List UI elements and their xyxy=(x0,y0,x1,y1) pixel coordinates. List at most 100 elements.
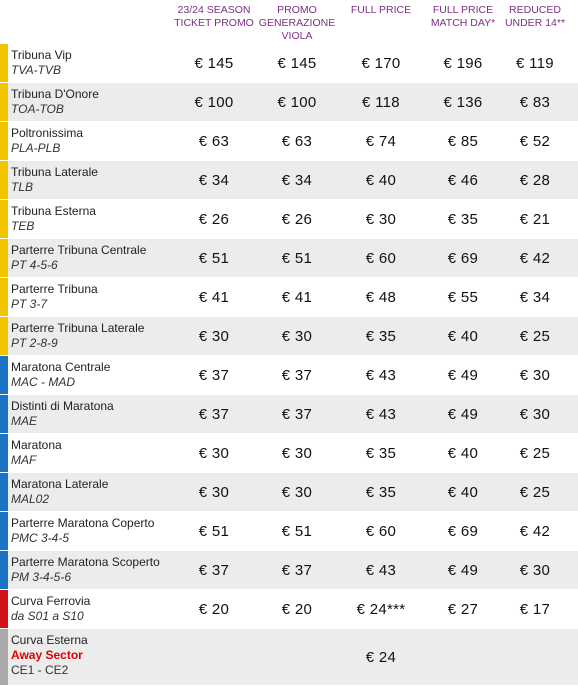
price-cell: € 21 xyxy=(519,210,551,228)
sector-code: TVA-TVB xyxy=(11,63,62,77)
sector-color-bar xyxy=(0,629,8,685)
table-row: Parterre Maratona Scoperto PM 3-4-5-6 € 37… xyxy=(0,551,578,590)
table-row: Maratona Centrale MAC - MAD € 37 € 37 € 43 € … xyxy=(0,356,578,395)
sector-code: MAL02 xyxy=(11,492,50,506)
price-cell: € 42 xyxy=(519,249,551,267)
price-cell: € 35 xyxy=(447,210,479,228)
price-cell: € 51 xyxy=(281,249,313,267)
price-cell: € 42 xyxy=(519,522,551,540)
price-cell: € 30 xyxy=(365,210,397,228)
sector-color-bar xyxy=(0,278,8,316)
price-cell: € 28 xyxy=(519,171,551,189)
sector-color-bar xyxy=(0,200,8,238)
sector-code: MAF xyxy=(11,453,37,467)
column-header: 23/24 SEASON TICKET PROMO xyxy=(169,4,259,30)
table-row: Distinti di Maratona MAE € 37 € 37 € 43 € 49 €… xyxy=(0,395,578,434)
price-cell: € 118 xyxy=(362,93,400,111)
sector-code: da S01 a S10 xyxy=(11,609,84,623)
price-table: Tribuna Vip TVA-TVB € 145 € 145 € 170 € 196 € … xyxy=(0,44,578,686)
price-cell: € 30 xyxy=(281,327,313,345)
price-cell: € 69 xyxy=(447,522,479,540)
sector-label: Curva Esterna Away Sector CE1 - CE2 xyxy=(11,633,88,678)
column-header: PROMO GENERAZIONE VIOLA xyxy=(255,4,339,43)
column-header-line: 23/24 SEASON xyxy=(177,4,251,16)
sector-label: Tribuna D'Onore TOA-TOB xyxy=(11,87,99,117)
price-cell: € 170 xyxy=(361,54,401,72)
price-cell: € 46 xyxy=(447,171,479,189)
sector-label: Poltronissima PLA-PLB xyxy=(11,126,83,156)
table-row: Parterre Tribuna Laterale PT 2-8-9 € 30 € 3… xyxy=(0,317,578,356)
table-row: Curva Ferrovia da S01 a S10 € 20 € 20 € 24**… xyxy=(0,590,578,629)
sector-color-bar xyxy=(0,590,8,628)
price-cell: € 145 xyxy=(194,54,234,72)
table-row: Parterre Tribuna PT 3-7 € 41 € 41 € 48 € 55 € … xyxy=(0,278,578,317)
sector-label: Curva Ferrovia da S01 a S10 xyxy=(11,594,90,624)
price-cell: € 83 xyxy=(519,93,551,111)
sector-label: Parterre Tribuna Laterale PT 2-8-9 xyxy=(11,321,144,351)
price-cell: € 60 xyxy=(365,522,397,540)
sector-name: Maratona Laterale xyxy=(11,477,109,491)
price-cell: € 35 xyxy=(365,444,397,462)
price-cell: € 17 xyxy=(519,600,551,618)
price-cell: € 30 xyxy=(198,327,230,345)
price-cell: € 25 xyxy=(519,483,551,501)
column-header-line: FULL PRICE xyxy=(432,4,494,16)
price-cell: € 37 xyxy=(281,561,313,579)
column-header-line: REDUCED xyxy=(509,4,561,16)
sector-color-bar xyxy=(0,83,8,121)
price-cell xyxy=(422,629,504,685)
sector-code: TEB xyxy=(11,219,35,233)
sector-label: Parterre Tribuna PT 3-7 xyxy=(11,282,98,312)
sector-code: CE1 - CE2 xyxy=(11,663,69,677)
column-header-line: GENERAZIONE xyxy=(258,17,336,29)
column-header-line: PROMO xyxy=(277,4,317,16)
sector-name: Parterre Maratona Scoperto xyxy=(11,555,160,569)
table-row: Parterre Tribuna Centrale PT 4-5-6 € 51 € 5… xyxy=(0,239,578,278)
table-row: Tribuna Laterale TLB € 34 € 34 € 40 € 46 € 28 xyxy=(0,161,578,200)
price-cell: € 26 xyxy=(198,210,230,228)
sector-color-bar xyxy=(0,512,8,550)
sector-label: Maratona Centrale MAC - MAD xyxy=(11,360,110,390)
sector-label: Maratona Laterale MAL02 xyxy=(11,477,108,507)
column-header-line: VIOLA xyxy=(281,30,313,42)
sector-color-bar xyxy=(0,473,8,511)
sector-color-bar xyxy=(0,161,8,199)
price-cell: € 40 xyxy=(447,483,479,501)
sector-name: Parterre Tribuna xyxy=(11,282,98,296)
price-cell: € 52 xyxy=(519,132,551,150)
price-cell: € 100 xyxy=(194,93,234,111)
sector-name: Parterre Tribuna Laterale xyxy=(11,321,145,335)
column-header-line: TICKET PROMO xyxy=(174,17,254,29)
sector-code: PT 2-8-9 xyxy=(11,336,58,350)
price-cell: € 41 xyxy=(281,288,313,306)
table-header: 23/24 SEASON TICKET PROMO PROMO GENERAZIONE… xyxy=(0,0,578,44)
sector-name: Tribuna D'Onore xyxy=(11,87,99,101)
price-cell: € 30 xyxy=(519,405,551,423)
price-cell: € 49 xyxy=(447,405,479,423)
table-row: Maratona Laterale MAL02 € 30 € 30 € 35 € 40 € … xyxy=(0,473,578,512)
sector-label: Tribuna Laterale TLB xyxy=(11,165,98,195)
price-cell: € 43 xyxy=(365,405,397,423)
column-header-line: FULL PRICE xyxy=(350,4,412,16)
price-cell: € 37 xyxy=(198,405,230,423)
price-cell: € 30 xyxy=(519,561,551,579)
sector-code: TLB xyxy=(11,180,34,194)
price-cell: € 30 xyxy=(519,366,551,384)
price-cell: € 34 xyxy=(519,288,551,306)
price-cell: € 40 xyxy=(447,444,479,462)
price-cell: € 37 xyxy=(198,561,230,579)
price-cell: € 51 xyxy=(198,249,230,267)
price-cell: € 48 xyxy=(365,288,397,306)
price-cell: € 30 xyxy=(198,483,230,501)
price-cell: € 41 xyxy=(198,288,230,306)
price-cell: € 63 xyxy=(281,132,313,150)
price-cell: € 37 xyxy=(281,366,313,384)
table-row: Tribuna D'Onore TOA-TOB € 100 € 100 € 118 € 1… xyxy=(0,83,578,122)
price-cell: € 34 xyxy=(281,171,313,189)
price-cell: € 25 xyxy=(519,444,551,462)
price-cell: € 49 xyxy=(447,366,479,384)
price-cell: € 51 xyxy=(198,522,230,540)
price-cell: € 34 xyxy=(198,171,230,189)
table-row: Curva Esterna Away Sector CE1 - CE2 € 24 xyxy=(0,629,578,686)
sector-code: PM 3-4-5-6 xyxy=(11,570,72,584)
